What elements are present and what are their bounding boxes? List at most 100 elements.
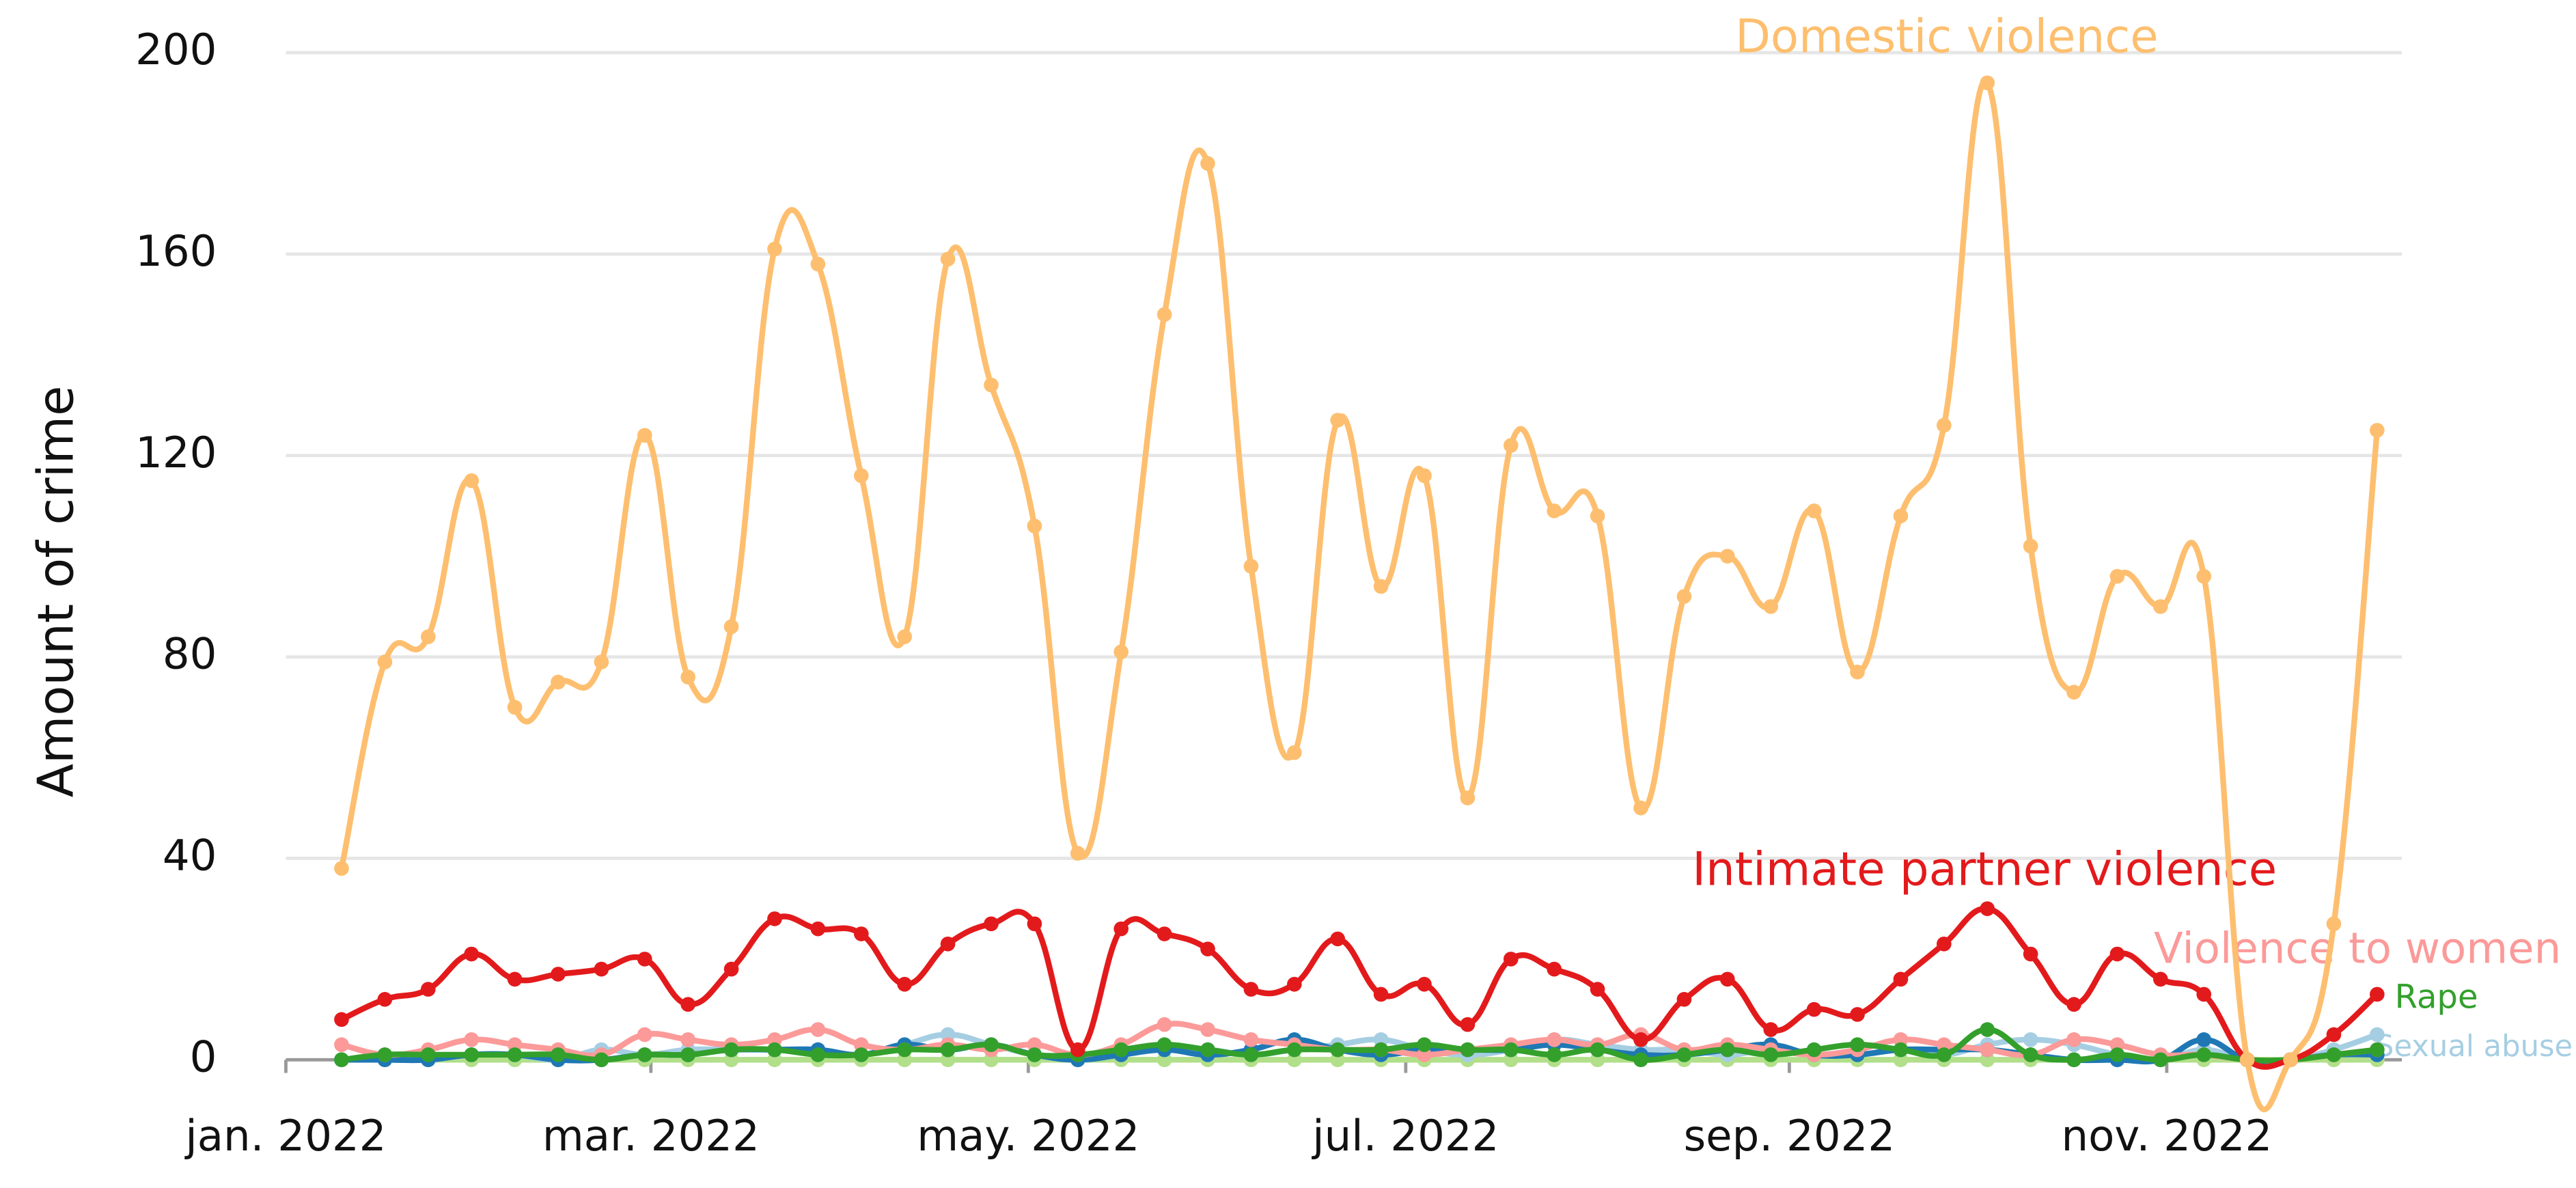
point: [2239, 1052, 2255, 1068]
x-tick-label: mar. 2022: [542, 1111, 760, 1161]
point: [1157, 307, 1172, 322]
point: [2370, 1027, 2385, 1042]
point: [1330, 931, 1346, 947]
point: [1937, 936, 1952, 952]
point: [2109, 1047, 2125, 1062]
point: [1243, 559, 1259, 574]
point: [594, 1052, 609, 1068]
series-label: Domestic violence: [1735, 10, 2159, 63]
x-tick-label: may. 2022: [917, 1111, 1139, 1161]
point: [551, 1047, 566, 1062]
point: [1157, 926, 1172, 941]
point: [1806, 1001, 1822, 1017]
point: [420, 1047, 436, 1062]
point: [594, 961, 609, 977]
point: [1113, 1042, 1129, 1058]
point: [1200, 156, 1215, 171]
point: [1200, 1022, 1215, 1037]
point: [1200, 1042, 1215, 1058]
point: [810, 1047, 826, 1062]
x-tick-label: jan. 2022: [184, 1111, 386, 1161]
point: [1070, 846, 1085, 861]
point: [637, 952, 652, 967]
point: [594, 654, 609, 669]
point: [2066, 1052, 2081, 1068]
point: [1720, 549, 1735, 564]
point: [897, 1042, 913, 1058]
point: [1893, 971, 1909, 987]
y-axis-label: Amount of crime: [28, 386, 85, 798]
point: [810, 1022, 826, 1037]
point: [2283, 1052, 2298, 1068]
y-tick-label: 0: [190, 1032, 217, 1081]
point: [464, 1032, 480, 1047]
point: [464, 473, 480, 488]
point: [1027, 916, 1042, 932]
point: [1113, 644, 1129, 660]
point: [1633, 1032, 1648, 1047]
point: [1070, 1042, 1085, 1058]
point: [377, 992, 393, 1007]
point: [680, 669, 696, 685]
point: [2326, 1027, 2342, 1042]
point: [377, 654, 393, 669]
point: [1547, 1032, 1562, 1047]
point: [1286, 1042, 1302, 1058]
point: [1547, 961, 1562, 977]
y-tick-label: 80: [163, 629, 217, 679]
point: [2370, 986, 2385, 1002]
point: [2196, 1032, 2212, 1047]
point: [2023, 1032, 2038, 1047]
point: [1547, 1047, 1562, 1062]
point: [940, 1042, 956, 1058]
point: [1503, 1042, 1519, 1058]
series-label: Violence to women: [2154, 924, 2561, 973]
point: [1633, 800, 1648, 816]
point: [767, 1042, 782, 1058]
point: [1460, 1017, 1476, 1032]
series-label: Rape: [2395, 978, 2478, 1016]
point: [853, 1047, 869, 1062]
point: [1893, 1042, 1909, 1058]
point: [2066, 1032, 2081, 1047]
y-tick-label: 120: [135, 428, 217, 478]
point: [507, 1047, 523, 1062]
point: [507, 700, 523, 715]
point: [2196, 1047, 2212, 1062]
point: [1243, 982, 1259, 997]
point: [1417, 1037, 1432, 1053]
x-tick-label: jul. 2022: [1311, 1111, 1499, 1161]
point: [1980, 1042, 1995, 1058]
point: [2109, 568, 2125, 584]
point: [1200, 941, 1215, 956]
point: [1286, 745, 1302, 760]
point: [1980, 75, 1995, 91]
series: Domestic violence: [334, 10, 2385, 1113]
point: [1373, 1042, 1389, 1058]
point: [1157, 1017, 1172, 1032]
point: [1417, 976, 1432, 992]
point: [1330, 413, 1346, 428]
point: [334, 861, 349, 876]
point: [940, 251, 956, 267]
point: [1937, 417, 1952, 433]
point: [680, 1032, 696, 1047]
point: [1806, 503, 1822, 519]
point: [680, 997, 696, 1012]
point: [1590, 508, 1605, 524]
point: [1330, 1042, 1346, 1058]
point: [637, 428, 652, 443]
point: [1676, 992, 1692, 1007]
point: [984, 916, 999, 932]
point: [1503, 438, 1519, 453]
y-tick-label: 200: [135, 25, 217, 74]
point: [723, 1042, 739, 1058]
point: [1720, 971, 1735, 987]
point: [1893, 508, 1909, 524]
point: [897, 629, 913, 644]
point: [2153, 599, 2168, 614]
y-tick-label: 40: [163, 831, 217, 881]
point: [1633, 1052, 1648, 1068]
point: [2326, 916, 2342, 932]
